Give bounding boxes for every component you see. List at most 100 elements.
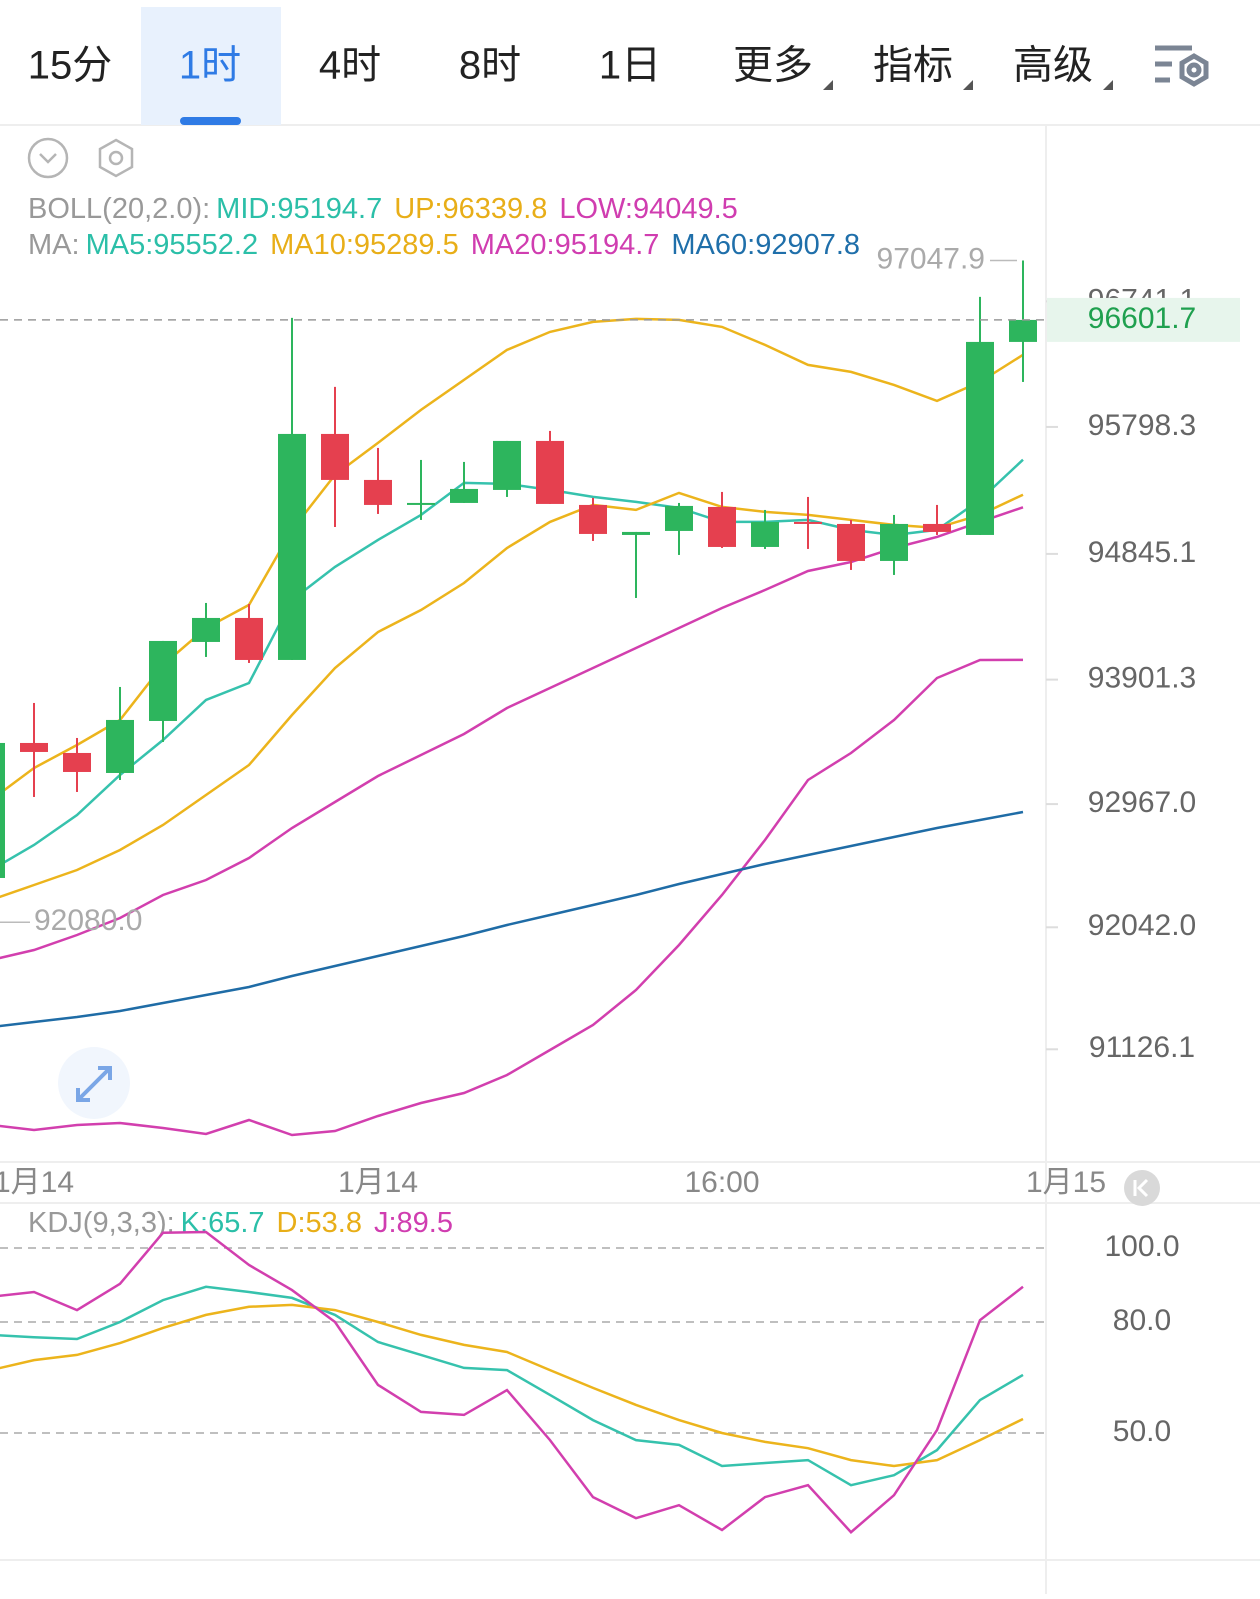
candle-body <box>493 440 521 490</box>
candle-body <box>622 531 650 535</box>
candle-body <box>751 521 779 547</box>
legend-key: UP: <box>394 193 442 225</box>
tab-label: 15分 <box>28 44 113 88</box>
legend-key: J: <box>374 1207 397 1239</box>
candle-body <box>450 488 478 503</box>
plot <box>0 260 1037 1137</box>
menu-label: 高级 <box>1013 44 1093 88</box>
y-tick-label: 50.0 <box>1113 1415 1171 1448</box>
menu-caret <box>823 80 833 90</box>
legend-value: 92907.8 <box>755 229 860 261</box>
y-tick-label: 80.0 <box>1113 1304 1171 1337</box>
candle-body <box>665 505 693 531</box>
indicator-line <box>0 1285 1024 1487</box>
candle-body <box>321 433 349 480</box>
low-label: 92080.0 <box>34 904 142 937</box>
legend-value: 95552.2 <box>153 229 258 261</box>
indicator-legend: MA: MA5:95552.2 MA10:95289.5 MA20:95194.7 MA… <box>28 229 860 261</box>
legend-value: 95194.7 <box>277 193 382 225</box>
y-tick-label: 92042.0 <box>1088 909 1196 942</box>
candle-body <box>235 617 263 660</box>
y-tick-label: 93901.3 <box>1088 662 1196 695</box>
candle-body <box>63 752 91 772</box>
legend-key: MA20: <box>471 229 555 261</box>
timeframe-tab[interactable]: 15分 <box>28 44 113 88</box>
candle-body <box>0 742 5 878</box>
menu-button[interactable]: 高级 <box>1013 44 1113 90</box>
menu-label: 更多 <box>733 44 813 88</box>
candle-body <box>708 506 736 547</box>
candle-body <box>192 617 220 642</box>
candle-body <box>278 433 306 660</box>
legend-key: MA60: <box>671 229 755 261</box>
legend-value: 94049.5 <box>633 193 738 225</box>
indicator-legend: KDJ(9,3,3): K:65.7 D:53.8 J:89.5 <box>28 1207 453 1239</box>
legend-key: LOW: <box>559 193 633 225</box>
menu-button[interactable]: 更多 <box>733 44 833 90</box>
y-tick-label: 91126.1 <box>1089 1031 1195 1064</box>
indicator-line <box>0 1303 1024 1468</box>
tab-highlight <box>141 7 281 125</box>
candle-body <box>106 719 134 773</box>
high-label: 97047.9 <box>877 242 985 275</box>
candle-body <box>1009 319 1037 342</box>
menu-label: 指标 <box>873 44 953 88</box>
fullscreen-icon[interactable] <box>58 1047 130 1119</box>
menu-caret <box>963 80 973 90</box>
indicator-legend: BOLL(20,2.0): MID:95194.7 UP:96339.8 LOW:94… <box>28 193 738 225</box>
timeframe-tab[interactable]: 1时 <box>141 7 281 125</box>
timeframe-tab[interactable]: 4时 <box>319 44 381 88</box>
legend-key: MA10: <box>270 229 354 261</box>
candle-body <box>536 440 564 504</box>
last-price-box <box>1047 297 1240 342</box>
legend-title: BOLL(20,2.0): <box>28 193 210 225</box>
timeframe-tab[interactable]: 1日 <box>599 44 661 88</box>
legend-title: KDJ(9,3,3): <box>28 1207 175 1239</box>
tab-label: 4时 <box>319 44 381 88</box>
legend-value: 96339.8 <box>443 193 548 225</box>
candle-body <box>579 504 607 534</box>
y-tick-label: 94845.1 <box>1088 536 1196 569</box>
legend-value: 65.7 <box>208 1207 264 1239</box>
tab-label: 1日 <box>599 44 661 88</box>
tab-label: 1时 <box>179 44 241 88</box>
legend-value: 53.8 <box>306 1207 362 1239</box>
indicator-line <box>0 491 1024 899</box>
x-tick-label: 1月15 <box>1026 1166 1106 1199</box>
y-tick-label: 92967.0 <box>1088 786 1196 819</box>
x-tick-label: 1月14 <box>338 1166 418 1199</box>
tab-label: 8时 <box>459 44 521 88</box>
indicator-line <box>0 1230 1024 1534</box>
x-tick-label: 16:00 <box>684 1166 759 1199</box>
tab-underline <box>180 117 241 125</box>
timeframe-tab[interactable]: 8时 <box>459 44 521 88</box>
candle-body <box>880 523 908 561</box>
collapse-icon[interactable] <box>27 137 69 179</box>
legend-value: 95194.7 <box>555 229 660 261</box>
menu-button[interactable]: 指标 <box>873 44 973 90</box>
legend-key: MA5: <box>86 229 154 261</box>
legend-value: 95289.5 <box>354 229 459 261</box>
legend-value: 89.5 <box>397 1207 453 1239</box>
candle-body <box>407 502 435 505</box>
y-tick-label: 95798.3 <box>1088 409 1196 442</box>
y-tick-label: 100.0 <box>1104 1230 1179 1263</box>
last-price-label: 96601.7 <box>1088 302 1196 335</box>
indicator-line <box>0 810 1024 1028</box>
legend-key: D: <box>277 1207 306 1239</box>
settings-icon[interactable] <box>1155 45 1209 87</box>
legend-key: MID: <box>216 193 277 225</box>
x-tick-label: 1月14 <box>0 1166 74 1199</box>
candle-body <box>364 479 392 505</box>
legend-key: K: <box>181 1207 208 1239</box>
scroll-latest-icon[interactable] <box>1124 1170 1160 1206</box>
kdj-plot <box>0 1230 1024 1534</box>
candle-body <box>794 521 822 524</box>
candle-body <box>837 523 865 561</box>
candle-body <box>966 341 994 535</box>
candle-body <box>923 523 951 532</box>
menu-caret <box>1103 80 1113 90</box>
indicator-settings-icon[interactable] <box>98 138 134 178</box>
